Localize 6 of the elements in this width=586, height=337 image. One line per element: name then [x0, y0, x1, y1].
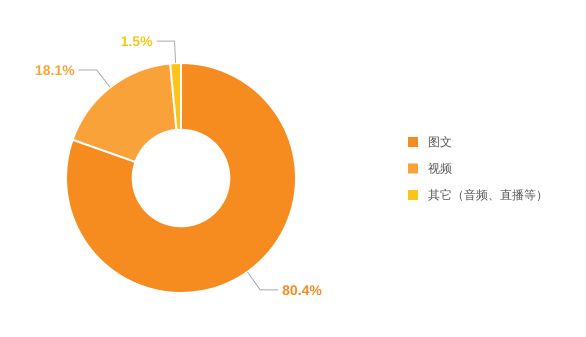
data-label: 18.1% — [34, 62, 76, 78]
data-label: 80.4% — [282, 282, 322, 298]
data-label: 1.5% — [120, 33, 154, 50]
legend-label: 图文 — [428, 135, 452, 149]
legend-label: 其它（音频、直播等） — [428, 188, 548, 202]
legend-label: 视频 — [428, 162, 452, 176]
